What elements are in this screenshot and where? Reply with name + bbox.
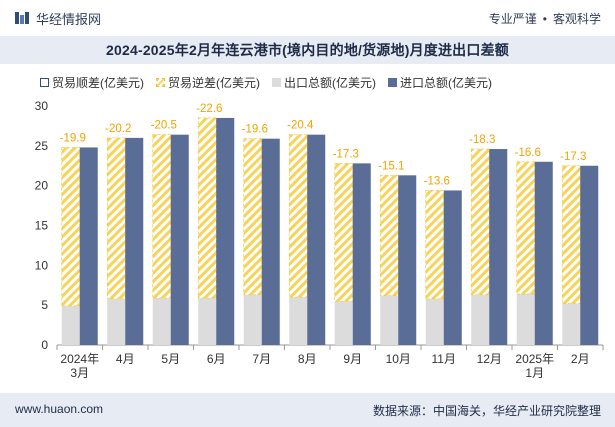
footer-website-link[interactable]: www.huaon.com — [15, 402, 104, 416]
tag-separator-dot: • — [542, 11, 547, 26]
legend-label-export: 出口总额(亿美元) — [284, 76, 376, 90]
deficit-bar[interactable] — [561, 165, 581, 304]
import-bar[interactable] — [352, 163, 371, 345]
export-bar[interactable] — [471, 294, 490, 345]
x-tick-label: 10月 — [386, 352, 411, 366]
y-tick-label: 5 — [41, 298, 48, 312]
y-tick-label: 0 — [41, 338, 48, 352]
top-bar: 华经情报网 专业严谨 • 客观科学 — [0, 0, 615, 36]
export-bar[interactable] — [380, 295, 399, 345]
x-tick-label: 2025年 — [515, 352, 554, 366]
legend-label-deficit: 贸易逆差(亿美元) — [168, 76, 260, 90]
deficit-bar[interactable] — [516, 161, 536, 295]
y-tick-label: 15 — [35, 219, 49, 233]
y-tick-label: 25 — [35, 139, 49, 153]
deficit-data-label: -17.3 — [560, 151, 586, 163]
import-bar[interactable] — [307, 134, 326, 345]
deficit-data-label: -15.1 — [378, 160, 404, 172]
import-bar[interactable] — [261, 138, 280, 345]
export-bar[interactable] — [107, 298, 126, 345]
export-bar[interactable] — [61, 305, 80, 345]
deficit-bar[interactable] — [379, 175, 399, 296]
x-tick-label: 9月 — [343, 352, 362, 366]
export-bar[interactable] — [152, 297, 171, 345]
deficit-bar[interactable] — [334, 163, 354, 302]
deficit-data-label: -16.6 — [515, 147, 541, 159]
import-bar[interactable] — [489, 149, 508, 345]
deficit-bar[interactable] — [197, 117, 217, 299]
x-tick-label: 7月 — [252, 352, 271, 366]
import-bar[interactable] — [443, 190, 462, 345]
deficit-data-label: -19.6 — [242, 124, 268, 136]
deficit-data-label: -13.6 — [424, 175, 450, 187]
import-bar[interactable] — [534, 161, 553, 345]
deficit-data-label: -20.2 — [105, 123, 131, 135]
legend-item-deficit[interactable]: 贸易逆差(亿美元) — [156, 74, 260, 91]
deficit-bar[interactable] — [243, 138, 263, 296]
brand[interactable]: 华经情报网 — [14, 9, 101, 27]
deficit-bar[interactable] — [152, 134, 172, 299]
tag-professional: 专业严谨 — [488, 12, 537, 26]
export-bar[interactable] — [243, 294, 262, 345]
deficit-bar[interactable] — [106, 137, 126, 300]
deficit-bar[interactable] — [470, 148, 490, 296]
x-tick-label: 12月 — [477, 352, 502, 366]
import-bar[interactable] — [216, 117, 235, 345]
export-bar[interactable] — [289, 297, 308, 345]
deficit-bar[interactable] — [288, 134, 308, 298]
footer-bar: www.huaon.com 数据来源：中国海关，华经产业研究院整理 — [0, 393, 615, 427]
x-tick-label: 3月 — [70, 366, 89, 380]
legend-swatch-surplus — [40, 78, 49, 87]
export-bar[interactable] — [516, 294, 535, 345]
legend-label-import: 进口总额(亿美元) — [400, 76, 492, 90]
deficit-bar[interactable] — [425, 190, 445, 300]
x-tick-label: 5月 — [161, 352, 180, 366]
tag-objective: 客观科学 — [552, 12, 601, 26]
legend-swatch-import — [388, 78, 397, 87]
deficit-data-label: -17.3 — [333, 148, 359, 160]
legend-label-surplus: 贸易顺差(亿美元) — [52, 76, 144, 90]
x-tick-label: 6月 — [207, 352, 226, 366]
x-tick-label: 1月 — [525, 366, 544, 380]
legend-item-import[interactable]: 进口总额(亿美元) — [388, 74, 492, 91]
export-bar[interactable] — [425, 298, 444, 345]
import-bar[interactable] — [398, 175, 417, 345]
chart-legend: 贸易顺差(亿美元) 贸易逆差(亿美元) 出口总额(亿美元) 进口总额(亿美元) — [40, 74, 504, 91]
legend-swatch-deficit — [156, 78, 165, 87]
legend-item-surplus[interactable]: 贸易顺差(亿美元) — [40, 74, 144, 91]
x-tick-label: 2024年 — [60, 352, 99, 366]
import-bar[interactable] — [79, 147, 98, 345]
x-tick-label: 4月 — [116, 352, 135, 366]
legend-swatch-export — [272, 78, 281, 87]
x-tick-label: 2月 — [571, 352, 590, 366]
y-tick-label: 10 — [35, 258, 49, 272]
x-tick-label: 11月 — [432, 352, 456, 366]
footer-source: 数据来源：中国海关，华经产业研究院整理 — [372, 404, 601, 418]
brand-logo-icon — [15, 12, 29, 24]
deficit-data-label: -20.4 — [287, 120, 314, 132]
brand-name: 华经情报网 — [36, 11, 102, 27]
x-tick-label: 8月 — [298, 352, 317, 366]
import-bar[interactable] — [125, 137, 144, 345]
export-bar[interactable] — [198, 297, 217, 345]
export-bar[interactable] — [334, 301, 353, 345]
deficit-data-label: -19.9 — [60, 132, 86, 144]
chart-title: 2024-2025年2月年连云港市(境内目的地/货源地)月度进出口差额 — [106, 42, 509, 58]
deficit-bar[interactable] — [61, 147, 81, 307]
import-bar[interactable] — [580, 165, 599, 345]
import-bar[interactable] — [170, 134, 189, 345]
legend-item-export[interactable]: 出口总额(亿美元) — [272, 74, 376, 91]
y-tick-label: 30 — [35, 99, 49, 113]
export-bar[interactable] — [562, 303, 581, 345]
title-bar: 2024-2025年2月年连云港市(境内目的地/货源地)月度进出口差额 — [0, 36, 615, 64]
header-tags: 专业严谨 • 客观科学 — [489, 10, 601, 27]
deficit-data-label: -18.3 — [469, 134, 495, 146]
deficit-data-label: -20.5 — [151, 120, 177, 132]
y-tick-label: 20 — [35, 179, 49, 193]
deficit-data-label: -22.6 — [196, 103, 222, 115]
